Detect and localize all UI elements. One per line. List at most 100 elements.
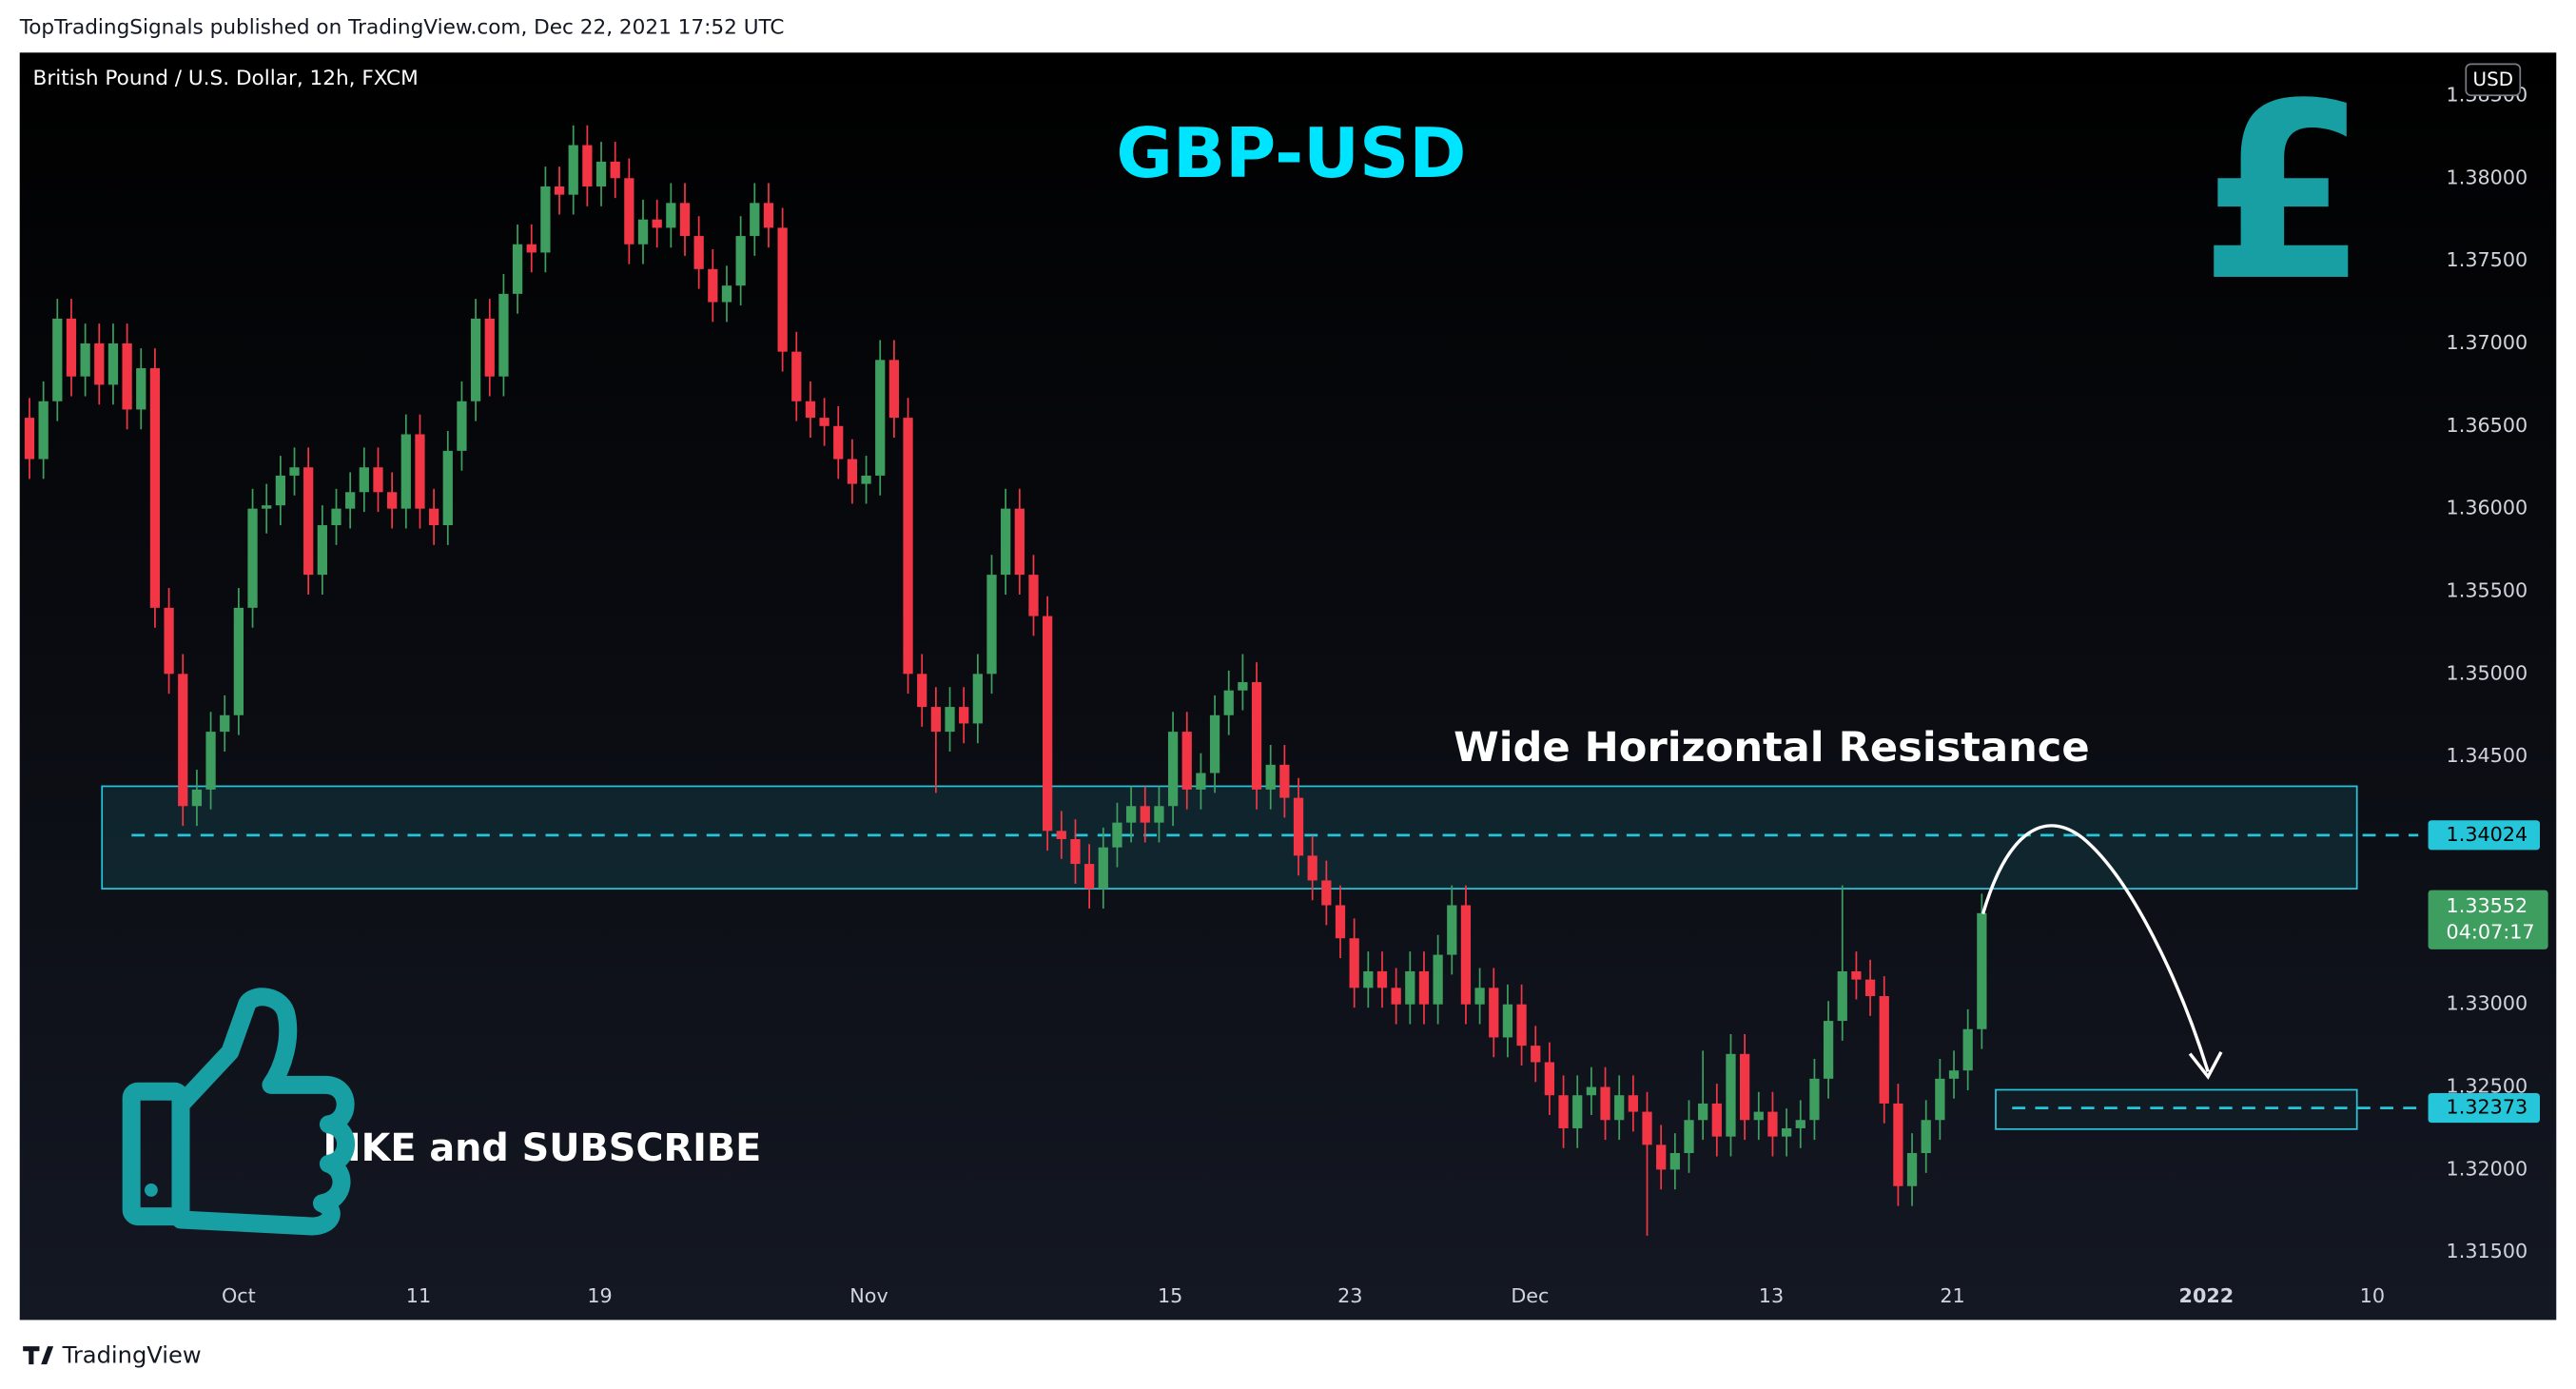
y-tick-label: 1.35500 xyxy=(2447,578,2528,601)
candle-body xyxy=(554,186,565,195)
candle-body xyxy=(1376,970,1388,988)
x-tick-label: 15 xyxy=(1158,1284,1182,1307)
candle-body xyxy=(959,707,969,724)
candle-body xyxy=(1363,970,1374,988)
candle-body xyxy=(52,318,63,401)
candle-body xyxy=(387,492,398,509)
candle-body xyxy=(164,607,174,675)
candle-body xyxy=(1391,988,1401,1005)
y-tick-label: 1.31500 xyxy=(2447,1240,2528,1262)
candle-body xyxy=(442,450,453,526)
y-tick-label: 1.38000 xyxy=(2447,166,2528,188)
x-tick-label: Nov xyxy=(849,1284,888,1307)
x-tick-label: 19 xyxy=(587,1284,612,1307)
candle-body xyxy=(1948,1070,1960,1079)
candle-body xyxy=(220,714,230,733)
candle-body xyxy=(624,178,634,245)
candle-body xyxy=(1572,1095,1583,1128)
currency-badge xyxy=(2465,63,2522,97)
candle-body xyxy=(80,342,90,377)
candle-body xyxy=(1962,1028,1973,1071)
candle-body xyxy=(693,236,704,269)
candle-body xyxy=(498,293,509,377)
candle-body xyxy=(1726,1053,1736,1137)
currency-icon: £ xyxy=(2199,52,2369,335)
candle-body xyxy=(303,467,314,576)
candle-body xyxy=(1181,732,1192,790)
last-price-label: 1.33552 xyxy=(2447,894,2528,917)
candle-body xyxy=(679,203,691,237)
x-tick-label: 11 xyxy=(406,1284,431,1307)
candle-body xyxy=(428,508,439,526)
candle-body xyxy=(1711,1103,1722,1137)
candle-body xyxy=(1447,905,1457,955)
candle-body xyxy=(1795,1120,1805,1128)
x-tick-label: 21 xyxy=(1940,1284,1964,1307)
candle-body xyxy=(750,203,760,237)
candle-body xyxy=(875,360,886,476)
candle-body xyxy=(1238,682,1248,691)
candle-body xyxy=(777,227,788,352)
candle-body xyxy=(1405,970,1415,1005)
candle-body xyxy=(1014,508,1025,576)
candle-body xyxy=(888,360,900,419)
candle-body xyxy=(289,467,300,476)
forecast-arrow xyxy=(1981,824,2210,1073)
resistance-price-label: 1.34024 xyxy=(2447,823,2528,846)
price-axis: 1.315001.320001.325001.330001.335001.340… xyxy=(222,83,2548,1307)
candle-body xyxy=(457,401,467,451)
candle-body xyxy=(1043,616,1053,831)
candle-body xyxy=(1154,806,1164,823)
candle-body xyxy=(66,318,77,377)
publish-header: TopTradingSignals published on TradingVi… xyxy=(19,15,785,39)
candle-body xyxy=(1140,806,1150,823)
thumb-dot xyxy=(144,1184,158,1197)
candle-body xyxy=(38,401,49,460)
arrow-head xyxy=(2188,1050,2223,1080)
candle-body xyxy=(1531,1046,1541,1063)
candle-body xyxy=(470,318,481,401)
candle-body xyxy=(903,418,913,675)
candle-body xyxy=(1125,806,1137,823)
last-price-box xyxy=(2428,890,2548,949)
candle-body xyxy=(637,219,649,245)
x-tick-label: 2022 xyxy=(2179,1284,2234,1307)
candle-body xyxy=(861,475,871,484)
candle-body xyxy=(1767,1111,1778,1137)
candle-body xyxy=(1977,912,1987,1029)
candle-body xyxy=(763,203,774,228)
footer-brand: TradingView xyxy=(62,1341,202,1368)
candle-body xyxy=(1698,1103,1708,1121)
candle-body xyxy=(1112,822,1122,848)
candle-body xyxy=(917,674,927,708)
candle-body xyxy=(819,418,829,426)
candle-body xyxy=(735,236,746,286)
candle-body xyxy=(400,434,411,509)
candle-body xyxy=(1223,690,1234,715)
candle-body xyxy=(1196,773,1206,790)
candle-body xyxy=(595,161,607,186)
candle-body xyxy=(149,368,161,608)
candle-body xyxy=(512,244,523,294)
candle-body xyxy=(233,607,244,715)
y-tick-label: 1.34500 xyxy=(2447,744,2528,767)
candle-body xyxy=(1614,1095,1625,1121)
candle-body xyxy=(568,145,578,195)
candle-body xyxy=(1279,764,1290,798)
candle-body xyxy=(1293,797,1304,856)
x-tick-label: Oct xyxy=(222,1284,256,1307)
candle-body xyxy=(1781,1127,1792,1137)
candle-body xyxy=(1893,1103,1903,1186)
candle-body xyxy=(1753,1111,1764,1121)
candle-body xyxy=(1056,831,1066,840)
currency-label: USD xyxy=(2473,68,2513,90)
candle-body xyxy=(1083,864,1095,890)
candle-body xyxy=(191,789,203,807)
candle-body xyxy=(1600,1086,1610,1121)
candle-body xyxy=(1656,1144,1667,1170)
candle-body xyxy=(721,285,732,303)
candle-body xyxy=(1418,970,1430,1005)
candle-body xyxy=(1921,1120,1931,1154)
candle-body xyxy=(1684,1120,1694,1154)
candle-body xyxy=(1823,1021,1834,1079)
